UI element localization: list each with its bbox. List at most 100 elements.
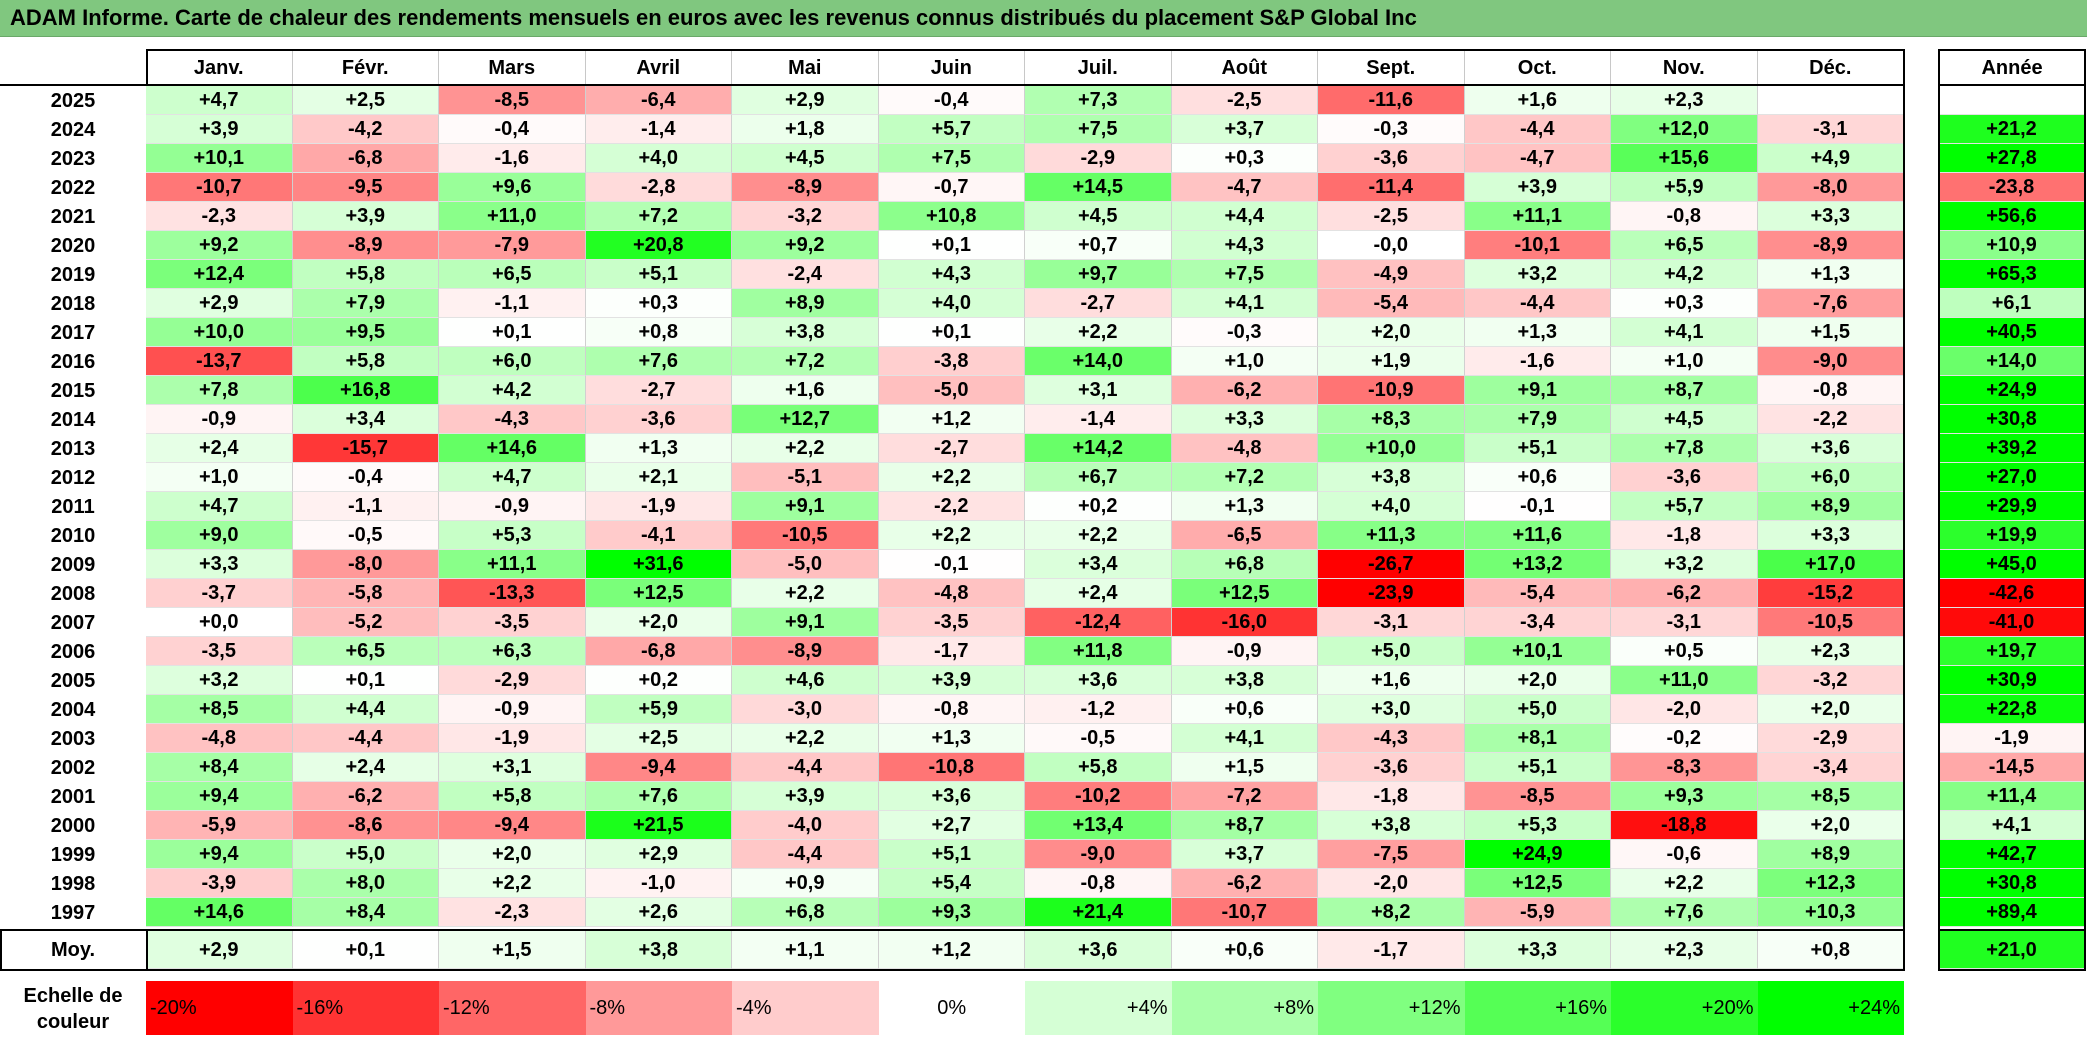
- heatmap-cell: -0,1: [1464, 492, 1611, 521]
- heatmap-cell: -3,7: [146, 579, 293, 608]
- heatmap-cell: -0,8: [1025, 869, 1172, 898]
- heatmap-cell: -8,9: [732, 173, 879, 202]
- heatmap-cell: +4,7: [439, 463, 586, 492]
- color-scale-swatch: +4%: [1025, 981, 1172, 1035]
- annual-cell: +39,2: [1939, 434, 2085, 463]
- heatmap-cell: +0,9: [732, 869, 879, 898]
- heatmap-cell: +2,0: [1464, 666, 1611, 695]
- heatmap-cell: +12,3: [1757, 869, 1904, 898]
- heatmap-cell: +2,5: [585, 724, 732, 753]
- year-label: 2014: [0, 405, 146, 434]
- heatmap-cell: +2,0: [439, 840, 586, 869]
- heatmap-cell: +11,6: [1464, 521, 1611, 550]
- average-cell: +1,2: [878, 931, 1025, 969]
- heatmap-cell: -9,4: [439, 811, 586, 840]
- heatmap-cell: +3,2: [146, 666, 293, 695]
- heatmap-cell: +4,7: [146, 86, 293, 115]
- heatmap-cell: +3,9: [1464, 173, 1611, 202]
- heatmap-cell: +5,9: [1611, 173, 1758, 202]
- heatmap-cell: +9,4: [146, 840, 293, 869]
- average-cell: +1,5: [439, 931, 586, 969]
- heatmap-cell: +10,1: [146, 144, 293, 173]
- heatmap-cell: -10,7: [146, 173, 293, 202]
- heatmap-cell: -10,2: [1025, 782, 1172, 811]
- heatmap-cell: -3,0: [732, 695, 879, 724]
- heatmap-cell: +2,6: [585, 898, 732, 927]
- heatmap-cell: +5,8: [292, 347, 439, 376]
- heatmap-cell: +1,3: [585, 434, 732, 463]
- heatmap-cell: -6,8: [292, 144, 439, 173]
- heatmap-cell: -2,7: [1025, 289, 1172, 318]
- average-label: Moy.: [0, 931, 146, 969]
- table-border-line: [0, 929, 1904, 931]
- heatmap-cell: -4,3: [439, 405, 586, 434]
- heatmap-cell: +1,9: [1318, 347, 1465, 376]
- heatmap-cell: +4,7: [146, 492, 293, 521]
- heatmap-cell: +3,9: [292, 202, 439, 231]
- heatmap-cell: +9,0: [146, 521, 293, 550]
- heatmap-cell: -1,6: [1464, 347, 1611, 376]
- heatmap-cell: -2,9: [1025, 144, 1172, 173]
- heatmap-cell: -1,4: [1025, 405, 1172, 434]
- heatmap-cell: +9,2: [732, 231, 879, 260]
- heatmap-cell: -6,2: [1171, 869, 1318, 898]
- heatmap-cell: +8,9: [1757, 840, 1904, 869]
- heatmap-cell: -6,2: [1611, 579, 1758, 608]
- heatmap-cell: +17,0: [1757, 550, 1904, 579]
- heatmap-cell: +5,8: [292, 260, 439, 289]
- heatmap-cell: -2,5: [1171, 86, 1318, 115]
- heatmap-cell: +4,1: [1171, 289, 1318, 318]
- heatmap-cell: -1,4: [585, 115, 732, 144]
- heatmap-cell: -2,0: [1318, 869, 1465, 898]
- heatmap-cell: +5,1: [1464, 753, 1611, 782]
- heatmap-cell: +3,3: [146, 550, 293, 579]
- heatmap-cell: +1,3: [878, 724, 1025, 753]
- heatmap-cell: -6,4: [585, 86, 732, 115]
- annual-cell: -14,5: [1939, 753, 2085, 782]
- heatmap-cell: +0,0: [146, 608, 293, 637]
- heatmap-cell: +7,9: [292, 289, 439, 318]
- heatmap-cell: -12,4: [1025, 608, 1172, 637]
- heatmap-cell: +0,3: [1611, 289, 1758, 318]
- heatmap-cell: +10,1: [1464, 637, 1611, 666]
- heatmap-cell: -6,8: [585, 637, 732, 666]
- heatmap-cell: +4,2: [439, 376, 586, 405]
- heatmap-cell: +4,0: [878, 289, 1025, 318]
- heatmap-cell: +9,6: [439, 173, 586, 202]
- average-cell: +3,8: [585, 931, 732, 969]
- heatmap-cell: -0,8: [878, 695, 1025, 724]
- heatmap-cell: +2,0: [1757, 811, 1904, 840]
- heatmap-cell: -1,8: [1611, 521, 1758, 550]
- heatmap-cell: -3,4: [1464, 608, 1611, 637]
- heatmap-cell: -1,8: [1318, 782, 1465, 811]
- heatmap-cell: +12,5: [1464, 869, 1611, 898]
- heatmap-cell: -6,2: [1171, 376, 1318, 405]
- month-header: Mai: [732, 50, 879, 85]
- month-header: Déc.: [1757, 50, 1904, 85]
- heatmap-cell: +4,1: [1171, 724, 1318, 753]
- heatmap-cell: +6,3: [439, 637, 586, 666]
- heatmap-cell: +9,2: [146, 231, 293, 260]
- heatmap-cell: +5,0: [1464, 695, 1611, 724]
- table-border-line: [146, 929, 148, 971]
- table-border-line: [146, 49, 1905, 51]
- heatmap-cell: +11,0: [1611, 666, 1758, 695]
- heatmap-cell: +2,1: [585, 463, 732, 492]
- heatmap-cell: +3,0: [1318, 695, 1465, 724]
- heatmap-cell: +1,0: [1611, 347, 1758, 376]
- year-label: 2012: [0, 463, 146, 492]
- heatmap-cell: +11,3: [1318, 521, 1465, 550]
- year-label: 2004: [0, 695, 146, 724]
- heatmap-cell: +5,0: [292, 840, 439, 869]
- annual-cell: +56,6: [1939, 202, 2085, 231]
- heatmap-cell: +8,5: [1757, 782, 1904, 811]
- heatmap-cell: +8,0: [292, 869, 439, 898]
- heatmap-cell: -2,3: [439, 898, 586, 927]
- year-label: 2019: [0, 260, 146, 289]
- heatmap-cell: +8,7: [1611, 376, 1758, 405]
- heatmap-cell: -4,3: [1318, 724, 1465, 753]
- heatmap-cell: +12,0: [1611, 115, 1758, 144]
- heatmap-cell: +0,6: [1464, 463, 1611, 492]
- heatmap-cell: +3,3: [1757, 202, 1904, 231]
- heatmap-cell: +2,2: [878, 463, 1025, 492]
